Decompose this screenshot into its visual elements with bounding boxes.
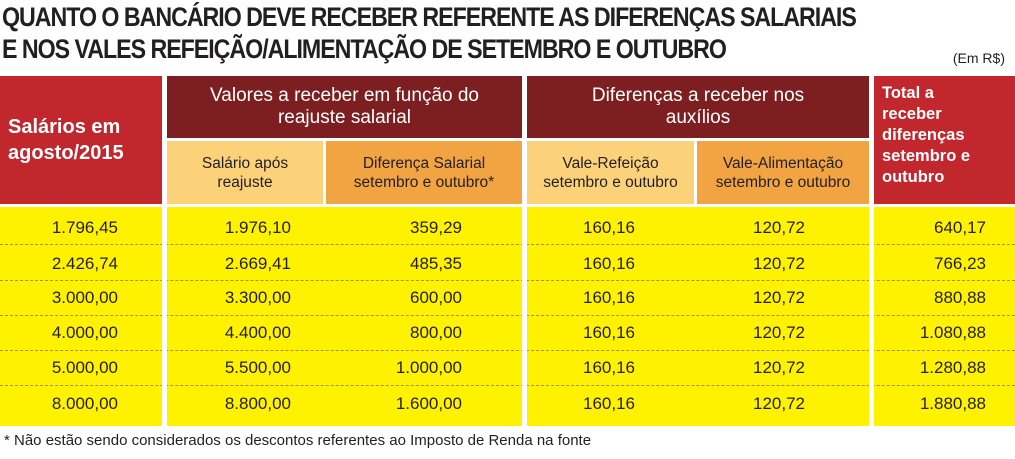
header-salarios: Salários em agosto/2015 bbox=[0, 76, 162, 204]
cell-total: 1.880,88 bbox=[919, 394, 986, 413]
cell-vale-refeicao: 160,16 bbox=[583, 218, 635, 237]
footnote: * Não estão sendo considerados os descon… bbox=[4, 432, 592, 449]
cell-vale-alimentacao: 120,72 bbox=[753, 254, 805, 273]
row-divider bbox=[0, 280, 1015, 281]
row-divider bbox=[0, 350, 1015, 351]
cell-vale-alimentacao: 120,72 bbox=[753, 394, 805, 413]
header-vale-refeicao: Vale-Refeição setembro e outubro bbox=[527, 141, 694, 204]
header-salario-apos-reajuste: Salário após reajuste bbox=[167, 141, 323, 204]
cell-total: 880,88 bbox=[934, 288, 986, 307]
header-group-auxilios: Diferenças a receber nos auxílios bbox=[527, 76, 869, 138]
cell-total: 1.280,88 bbox=[919, 358, 986, 377]
cell-vale-alimentacao: 120,72 bbox=[753, 218, 805, 237]
cell-salario-reajustado: 2.669,41 bbox=[224, 254, 291, 273]
cell-salario: 5.000,00 bbox=[51, 358, 118, 377]
cell-total: 766,23 bbox=[934, 254, 986, 273]
cell-diferenca-salarial: 359,29 bbox=[410, 218, 462, 237]
cell-vale-refeicao: 160,16 bbox=[583, 288, 635, 307]
cell-diferenca-salarial: 1.600,00 bbox=[395, 394, 462, 413]
cell-salario: 3.000,00 bbox=[51, 288, 118, 307]
row-divider bbox=[0, 244, 1015, 245]
cell-diferenca-salarial: 600,00 bbox=[410, 288, 462, 307]
cell-total: 640,17 bbox=[934, 218, 986, 237]
cell-salario: 4.000,00 bbox=[51, 323, 118, 342]
cell-salario: 2.426,74 bbox=[51, 254, 118, 273]
row-divider bbox=[0, 315, 1015, 316]
cell-diferenca-salarial: 485,35 bbox=[410, 254, 462, 273]
cell-salario: 1.796,45 bbox=[51, 218, 118, 237]
column-divider bbox=[869, 76, 874, 426]
cell-vale-alimentacao: 120,72 bbox=[753, 288, 805, 307]
cell-salario-reajustado: 3.300,00 bbox=[224, 288, 291, 307]
cell-vale-alimentacao: 120,72 bbox=[753, 358, 805, 377]
column-divider bbox=[162, 76, 167, 426]
page-title-line-1: QUANTO O BANCÁRIO DEVE RECEBER REFERENTE… bbox=[2, 2, 857, 32]
cell-salario-reajustado: 8.800,00 bbox=[224, 394, 291, 413]
row-divider bbox=[0, 385, 1015, 386]
page-title-line-2: E NOS VALES REFEIÇÃO/ALIMENTAÇÃO DE SETE… bbox=[2, 34, 727, 64]
column-divider bbox=[522, 76, 527, 426]
currency-unit-label: (Em R$) bbox=[952, 50, 1005, 66]
cell-salario: 8.000,00 bbox=[51, 394, 118, 413]
cell-salario-reajustado: 1.976,10 bbox=[224, 218, 291, 237]
cell-vale-refeicao: 160,16 bbox=[583, 254, 635, 273]
cell-vale-refeicao: 160,16 bbox=[583, 394, 635, 413]
cell-total: 1.080,88 bbox=[919, 323, 986, 342]
cell-diferenca-salarial: 1.000,00 bbox=[395, 358, 462, 377]
header-diferenca-salarial: Diferença Salarial setembro e outubro* bbox=[326, 141, 522, 204]
cell-salario-reajustado: 4.400,00 bbox=[224, 323, 291, 342]
table-body-background bbox=[0, 207, 1015, 426]
header-total: Total a receber diferenças setembro e ou… bbox=[874, 76, 1015, 204]
cell-vale-refeicao: 160,16 bbox=[583, 358, 635, 377]
cell-diferenca-salarial: 800,00 bbox=[410, 323, 462, 342]
cell-vale-alimentacao: 120,72 bbox=[753, 323, 805, 342]
cell-salario-reajustado: 5.500,00 bbox=[224, 358, 291, 377]
header-group-reajuste: Valores a receber em função do reajuste … bbox=[167, 76, 522, 138]
cell-vale-refeicao: 160,16 bbox=[583, 323, 635, 342]
header-vale-alimentacao: Vale-Alimentação setembro e outubro bbox=[697, 141, 869, 204]
